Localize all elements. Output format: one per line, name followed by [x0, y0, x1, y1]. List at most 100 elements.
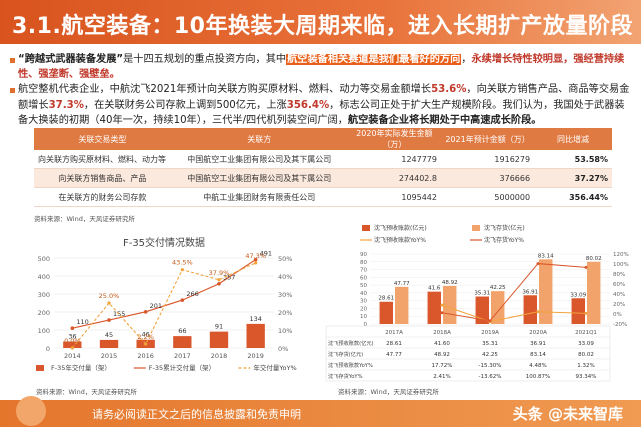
- chart1-yoy-label: 2.2%: [137, 333, 154, 341]
- chart2-bar-inventory-label: 48.92: [442, 280, 458, 286]
- chart1-y2tick: 30%: [278, 291, 292, 299]
- chart2-ytick: 60: [360, 275, 367, 281]
- chart2-y2tick: 0%: [613, 312, 622, 318]
- chart2-inventory-yoy-line: [441, 263, 587, 322]
- chart2-bar-advance: [571, 298, 585, 324]
- chart2-legend-label: 沈飞存货YoY%: [484, 236, 524, 244]
- chart1-yoy-label: 43.5%: [172, 259, 193, 267]
- chart1-xtick: 2017: [174, 352, 191, 360]
- chart2-y2tick: 20%: [613, 302, 625, 308]
- table-cell: 中航工业集团财务有限责任公司: [170, 187, 348, 207]
- chart1-ytick: 0: [46, 345, 50, 353]
- chart1-bar-label: 36: [68, 333, 76, 341]
- chart1-yoy-label: 25.0%: [99, 292, 120, 300]
- chart1-ytick: 400: [38, 273, 50, 281]
- table-cell: 向关联方购买原材料、燃料、动力等: [34, 150, 171, 169]
- chart1-bar-label: 91: [215, 323, 223, 331]
- chart1-legend-swatch: [36, 365, 44, 371]
- intro-p2-b: ，向关联方销售产品、商品等交易金额增长: [18, 84, 630, 111]
- bullet-2: [10, 88, 15, 93]
- intro-paragraph-1: “跨越式武器装备发展”是十四五规划的重点投资方向，其中航空装备相关赛道是我们最看…: [18, 52, 630, 82]
- chart2-data-table-cell: -13.62%: [479, 374, 502, 380]
- intro-text: “跨越式武器装备发展”是十四五规划的重点投资方向，其中航空装备相关赛道是我们最看…: [18, 52, 630, 128]
- table-row: 向关联方购买原材料、燃料、动力等 中国航空工业集团有限公司及其下属公司 1247…: [34, 150, 612, 169]
- f35-chart: F-35交付情况数据 0 100 200 300 400 500 0% 10% 20% 30% 40%…: [36, 236, 297, 372]
- table-header-cell: 关联交易类型: [34, 128, 171, 150]
- shenfei-chart: 沈飞预收账款(亿元) 沈飞存货(亿元) 沈飞预收账款YoY% 沈飞存货YoY% 0 10 2…: [325, 224, 629, 382]
- chart2-bar-advance-label: 36.91: [522, 289, 538, 295]
- chart1-ytick: 100: [38, 327, 50, 335]
- chart1-bar-label: 134: [249, 315, 261, 323]
- table-cell: 37.27%: [534, 168, 612, 188]
- intro-p2-a: 航空整机代表企业，中航沈飞2021年预计向关联方购买原材料、燃料、动力等交易金额…: [18, 84, 432, 96]
- chart2-inventory-yoy-point: [488, 319, 492, 323]
- chart2-data-table-cell: 35.31: [482, 341, 498, 347]
- chart1-bar: [246, 323, 265, 348]
- chart2-bar-advance: [523, 295, 537, 324]
- chart2-data-table-cell: 93.34%: [576, 374, 597, 380]
- intro-p2-c: ，在关联财务公司存款上调到500亿元，上涨: [83, 99, 287, 111]
- related-party-table: 关联交易类型 关联方 2020年实际发生金额（万） 2021年预计金额（万） 同…: [34, 128, 612, 207]
- chart2-data-table-cell: 36.91: [530, 341, 546, 347]
- chart2-y2tick: 100%: [613, 262, 629, 268]
- intro-p1-a: 是十四五规划的重点投资方向，其中: [123, 54, 287, 65]
- chart2-data-table-rowname: 沈飞预收账款(亿元): [328, 339, 374, 347]
- chart2-bar-advance-label: 28.61: [378, 296, 394, 302]
- intro-p2-d: ，标志公司正处于扩大生产规模阶段。我们认为，我国处于武器装备大换装的初期（40年…: [18, 99, 625, 126]
- chart2-bar-inventory: [587, 261, 601, 324]
- chart1-title: F-35交付情况数据: [123, 236, 205, 249]
- chart2-data-table-frame: [325, 325, 611, 382]
- chart2-inventory-yoy-point: [440, 311, 444, 315]
- table-source: 资料来源：Wind，天风证券研究所: [34, 215, 135, 223]
- chart1-yoy-label: 47.3%: [245, 252, 266, 260]
- chart2-bar-inventory: [539, 259, 553, 324]
- chart2-bar-advance-label: 33.09: [570, 292, 586, 298]
- chart2-inventory-yoy-point: [584, 265, 588, 269]
- footer-disclaimer: 请务必阅读正文之后的信息披露和免责申明: [92, 408, 301, 421]
- chart1-xtick: 2014: [64, 352, 81, 360]
- chart1-cumulative-label: 266: [186, 290, 198, 298]
- intro-p1-b: ，: [461, 54, 472, 65]
- chart2-ytick: 40: [360, 291, 367, 297]
- chart1-legend-label: F-35累计交付量（架）: [149, 363, 215, 372]
- chart2-inventory-yoy-point: [536, 262, 540, 266]
- intro-value-3: 356.4%: [286, 99, 330, 111]
- chart2-data-table-cell: 33.09: [578, 341, 594, 347]
- chart1-bar-label: 66: [178, 327, 186, 335]
- chart2-data-table-cell: 41.60: [434, 341, 450, 347]
- chart2-data-table-cell: 1.32%: [577, 363, 594, 369]
- chart2-advance-yoy-point: [584, 311, 588, 315]
- chart2-bar-inventory-label: 42.25: [490, 285, 506, 291]
- chart1-cumulative-point: [107, 318, 111, 322]
- table-header-cell: 2021年预计金额（万）: [441, 128, 535, 150]
- chart2-data-table-cell: 2.41%: [433, 374, 450, 380]
- chart2-y2tick: 120%: [613, 252, 629, 258]
- intro-paragraph-2: 航空整机代表企业，中航沈飞2021年预计向关联方购买原材料、燃料、动力等交易金额…: [18, 82, 630, 128]
- chart2-advance-yoy-point: [536, 310, 540, 314]
- chart2-source: 资料来源：Wind，天风证券研究所: [338, 388, 439, 396]
- table-cell: 356.44%: [534, 187, 612, 207]
- chart1-xtick: 2016: [137, 352, 154, 360]
- chart1-ytick: 200: [38, 309, 50, 317]
- chart1-cumulative-label: 491: [260, 250, 272, 258]
- chart1-source: 资料来源：Wind，天风证券研究所: [36, 388, 137, 396]
- chart2-xtick: 2020A: [529, 330, 547, 336]
- chart1-y2tick: 20%: [278, 309, 292, 317]
- chart2-ytick: 80: [360, 260, 367, 266]
- bullet-1: [10, 58, 15, 63]
- chart1-yoy-line: [71, 262, 256, 349]
- chart1-yoy-point: [254, 261, 258, 265]
- chart1-y2tick: 0%: [278, 345, 288, 353]
- chart2-ytick: 0: [364, 322, 368, 328]
- chart2-xtick: 2019A: [481, 330, 499, 336]
- chart2-xtick: 2018A: [433, 330, 451, 336]
- chart2-data-table-cell: 80.02: [578, 352, 594, 358]
- chart2-advance-yoy-line: [441, 304, 587, 323]
- chart1-y2tick: 10%: [278, 327, 292, 335]
- chart1-y2tick: 40%: [278, 273, 292, 281]
- table-cell: 1916279: [441, 150, 535, 169]
- chart2-data-table-rowname: 沈飞存货YoY%: [328, 372, 363, 380]
- chart2-legend-swatch: [472, 225, 480, 231]
- chart2-data-table-cell: 83.14: [530, 352, 546, 358]
- chart2-ytick: 50: [360, 283, 367, 289]
